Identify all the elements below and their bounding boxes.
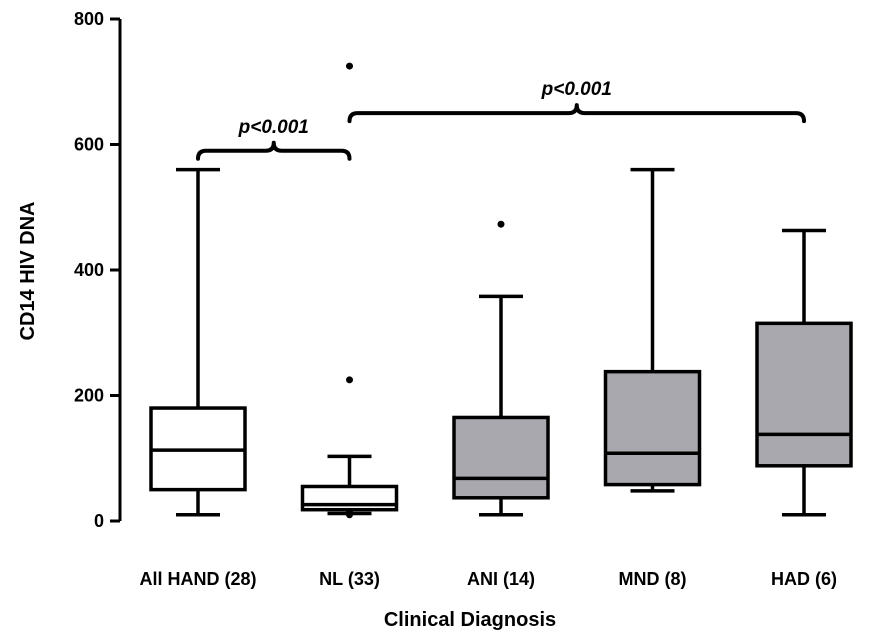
iqr-box xyxy=(452,415,550,500)
box-2 xyxy=(452,294,550,517)
box-series xyxy=(149,167,853,517)
y-axis-title: CD14 HIV DNA xyxy=(17,202,39,341)
category-label: HAD (6) xyxy=(771,569,837,589)
outlier-point xyxy=(346,508,353,516)
outlier-point xyxy=(497,220,505,228)
category-label: MND (8) xyxy=(619,569,687,589)
y-tick-label: 800 xyxy=(74,9,104,29)
y-tick-label: 200 xyxy=(74,386,104,406)
outlier-point xyxy=(346,376,353,384)
category-label: All HAND (28) xyxy=(139,569,256,589)
box-3 xyxy=(603,167,702,493)
category-labels: All HAND (28) NL (33) ANI (14) MND (8) HAD (… xyxy=(139,569,837,589)
significance-brackets: p<0.001 p<0.001 xyxy=(196,79,806,161)
y-axis-ticks: 0 200 400 600 800 xyxy=(74,9,120,531)
y-tick-label: 0 xyxy=(94,511,104,531)
box-4 xyxy=(755,228,853,517)
y-tick-label: 400 xyxy=(74,260,104,280)
category-label: ANI (14) xyxy=(467,569,535,589)
p-value-label: p<0.001 xyxy=(541,79,612,100)
p-value-label: p<0.001 xyxy=(238,117,309,138)
iqr-box xyxy=(603,369,702,487)
outlier-points xyxy=(346,62,505,519)
outlier-point xyxy=(346,62,353,70)
x-axis-title: Clinical Diagnosis xyxy=(384,609,556,631)
category-label: NL (33) xyxy=(319,569,380,589)
significance-bracket xyxy=(347,103,806,124)
significance-bracket xyxy=(196,140,352,161)
box-0 xyxy=(149,167,247,517)
box-1 xyxy=(300,454,399,516)
y-tick-label: 600 xyxy=(74,135,104,155)
iqr-box xyxy=(755,321,853,468)
